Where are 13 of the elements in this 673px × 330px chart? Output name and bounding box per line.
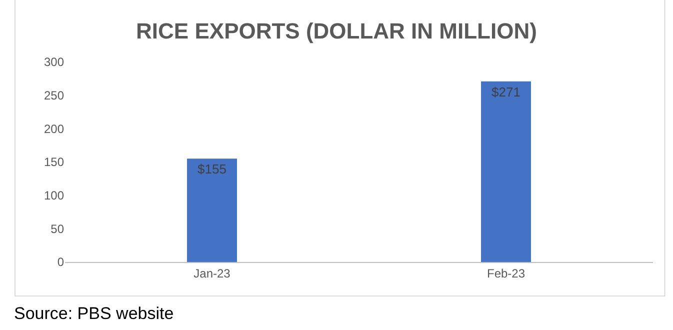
data-label: $155 (198, 162, 226, 177)
y-tick-label: 300 (44, 55, 64, 70)
x-tick-label: Jan-23 (194, 266, 231, 280)
y-tick-label: 0 (57, 255, 64, 270)
x-tick-label: Feb-23 (486, 266, 526, 280)
y-tick-label: 50 (50, 222, 64, 236)
data-label: $271 (492, 84, 520, 100)
chart-title: RICE EXPORTS (DOLLAR IN MILLION) (136, 18, 537, 44)
source-note: Source: PBS website (14, 304, 174, 323)
y-tick-label: 200 (44, 122, 64, 136)
y-tick-label: 250 (44, 88, 64, 103)
y-tick-label: 150 (44, 155, 64, 170)
y-tick-label: 100 (44, 188, 64, 203)
